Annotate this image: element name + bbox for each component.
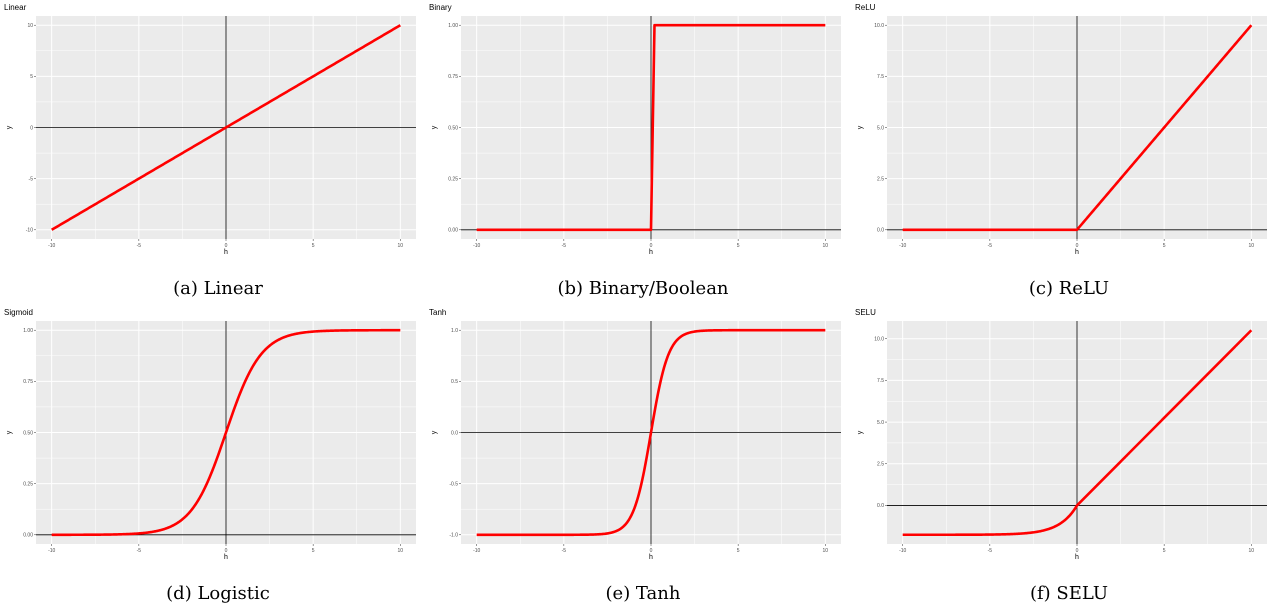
y-tick-label: 1.00 <box>448 23 458 29</box>
subfigure-caption: (e) Tanh <box>606 583 681 604</box>
x-axis-title: h <box>1075 249 1079 256</box>
series-line-linear <box>51 24 401 231</box>
x-tick-label: -5 <box>137 243 142 249</box>
y-tick-label: 0.25 <box>448 176 458 182</box>
y-tick-label: 0.0 <box>877 228 884 234</box>
chart-title: ReLU <box>855 3 876 12</box>
y-axis-title: y <box>431 430 438 434</box>
series-line-tanh <box>476 328 826 537</box>
y-tick-label: 0.50 <box>23 430 33 436</box>
x-axis-title: h <box>224 554 228 561</box>
x-tick-label: 10 <box>1249 548 1255 554</box>
y-tick-label: 0.25 <box>23 481 33 487</box>
y-tick-label: 5.0 <box>877 125 884 131</box>
y-tick-label: 5.0 <box>877 420 884 426</box>
y-tick-label: -1.0 <box>449 533 458 539</box>
series-line-selu <box>902 329 1253 537</box>
y-axis-title: y <box>6 430 13 434</box>
x-tick-label: -10 <box>899 548 906 554</box>
y-tick-label: 10.0 <box>874 23 884 29</box>
x-tick-label: -10 <box>473 548 480 554</box>
x-tick-label: -5 <box>988 548 993 554</box>
x-tick-label: -5 <box>137 548 142 554</box>
y-axis-title: y <box>431 125 438 129</box>
x-tick-label: 10 <box>823 548 829 554</box>
x-tick-label: 5 <box>1163 548 1166 554</box>
y-tick-label: 0.75 <box>448 74 458 80</box>
y-tick-label: -0.5 <box>449 481 458 487</box>
x-tick-label: 0 <box>225 548 228 554</box>
y-axis-title: y <box>857 125 864 129</box>
y-tick-label: 7.5 <box>877 74 884 80</box>
y-axis-title: y <box>6 125 13 129</box>
y-tick-label: 10.0 <box>874 337 884 343</box>
x-tick-label: -10 <box>48 243 55 249</box>
subfigure-caption: (c) ReLU <box>1029 278 1109 299</box>
subfigure-caption: (d) Logistic <box>166 583 270 604</box>
x-tick-label: 0 <box>650 243 653 249</box>
x-tick-label: -10 <box>899 243 906 249</box>
y-tick-label: 0 <box>30 125 33 131</box>
x-tick-label: 0 <box>1076 243 1079 249</box>
y-tick-label: 0.5 <box>451 379 458 385</box>
x-tick-label: 5 <box>312 243 315 249</box>
subfigure-caption: (f) SELU <box>1030 583 1108 604</box>
x-tick-label: -5 <box>562 243 567 249</box>
x-axis-title: h <box>1075 554 1079 561</box>
x-tick-label: 0 <box>650 548 653 554</box>
y-tick-label: 5 <box>30 74 33 80</box>
series-line-sigmoid <box>51 328 401 537</box>
x-tick-label: 5 <box>1163 243 1166 249</box>
panel-relu: -10 -5 0 5 10 0.0 2.5 5.0 7.5 10.0 h y ReLU (c) ReLU <box>855 3 1267 299</box>
x-tick-label: 0 <box>225 243 228 249</box>
y-tick-label: 1.00 <box>23 328 33 334</box>
y-tick-label: 10 <box>27 23 33 29</box>
x-tick-label: -10 <box>473 243 480 249</box>
chart-title: SELU <box>855 308 876 317</box>
x-axis-title: h <box>224 249 228 256</box>
panel-tanh: -10 -5 0 5 10 -1.0 -0.5 0.0 0.5 1.0 h y Tanh (e) Tanh <box>429 308 841 604</box>
x-tick-label: -5 <box>562 548 567 554</box>
chart-title: Linear <box>4 3 27 12</box>
y-tick-label: 0.50 <box>448 125 458 131</box>
subfigure-caption: (a) Linear <box>173 278 263 299</box>
y-tick-label: 0.75 <box>23 379 33 385</box>
panel-linear: -10 -5 0 5 10 -10 -5 0 5 10 h y Linear (a) Linear <box>4 3 416 299</box>
x-tick-label: 5 <box>312 548 315 554</box>
x-tick-label: 5 <box>737 243 740 249</box>
y-tick-label: 0.00 <box>23 533 33 539</box>
x-tick-label: -5 <box>988 243 993 249</box>
chart-title: Tanh <box>429 308 446 317</box>
panel-binary: -10 -5 0 5 10 0.00 0.25 0.50 0.75 1.00 h y Binary (b)… <box>429 3 841 299</box>
y-tick-label: -10 <box>26 228 33 234</box>
series-line-relu <box>902 24 1253 232</box>
x-tick-label: 0 <box>1076 548 1079 554</box>
x-tick-label: 10 <box>823 243 829 249</box>
y-tick-label: 0.0 <box>877 503 884 509</box>
x-axis-title: h <box>649 554 653 561</box>
series-line-binary <box>476 23 826 232</box>
x-tick-label: 5 <box>737 548 740 554</box>
x-tick-label: 10 <box>398 548 404 554</box>
x-tick-label: -10 <box>48 548 55 554</box>
chart-title: Binary <box>429 3 452 12</box>
x-axis-title: h <box>649 249 653 256</box>
subfigure-caption: (b) Binary/Boolean <box>557 278 728 299</box>
y-tick-label: 0.00 <box>448 228 458 234</box>
panel-selu: -10 -5 0 5 10 0.0 2.5 5.0 7.5 10.0 h y SELU (f) SELU <box>855 308 1267 604</box>
panel-sigmoid: -10 -5 0 5 10 0.00 0.25 0.50 0.75 1.00 h y Sigmoid (d… <box>4 308 416 604</box>
y-tick-label: 0.0 <box>451 430 458 436</box>
y-tick-label: 2.5 <box>877 176 884 182</box>
x-tick-label: 10 <box>1249 243 1255 249</box>
y-tick-label: -5 <box>29 176 34 182</box>
x-tick-label: 10 <box>398 243 404 249</box>
y-tick-label: 2.5 <box>877 462 884 468</box>
y-axis-title: y <box>857 430 864 434</box>
y-tick-label: 1.0 <box>451 328 458 334</box>
y-tick-label: 7.5 <box>877 378 884 384</box>
chart-title: Sigmoid <box>4 308 33 317</box>
